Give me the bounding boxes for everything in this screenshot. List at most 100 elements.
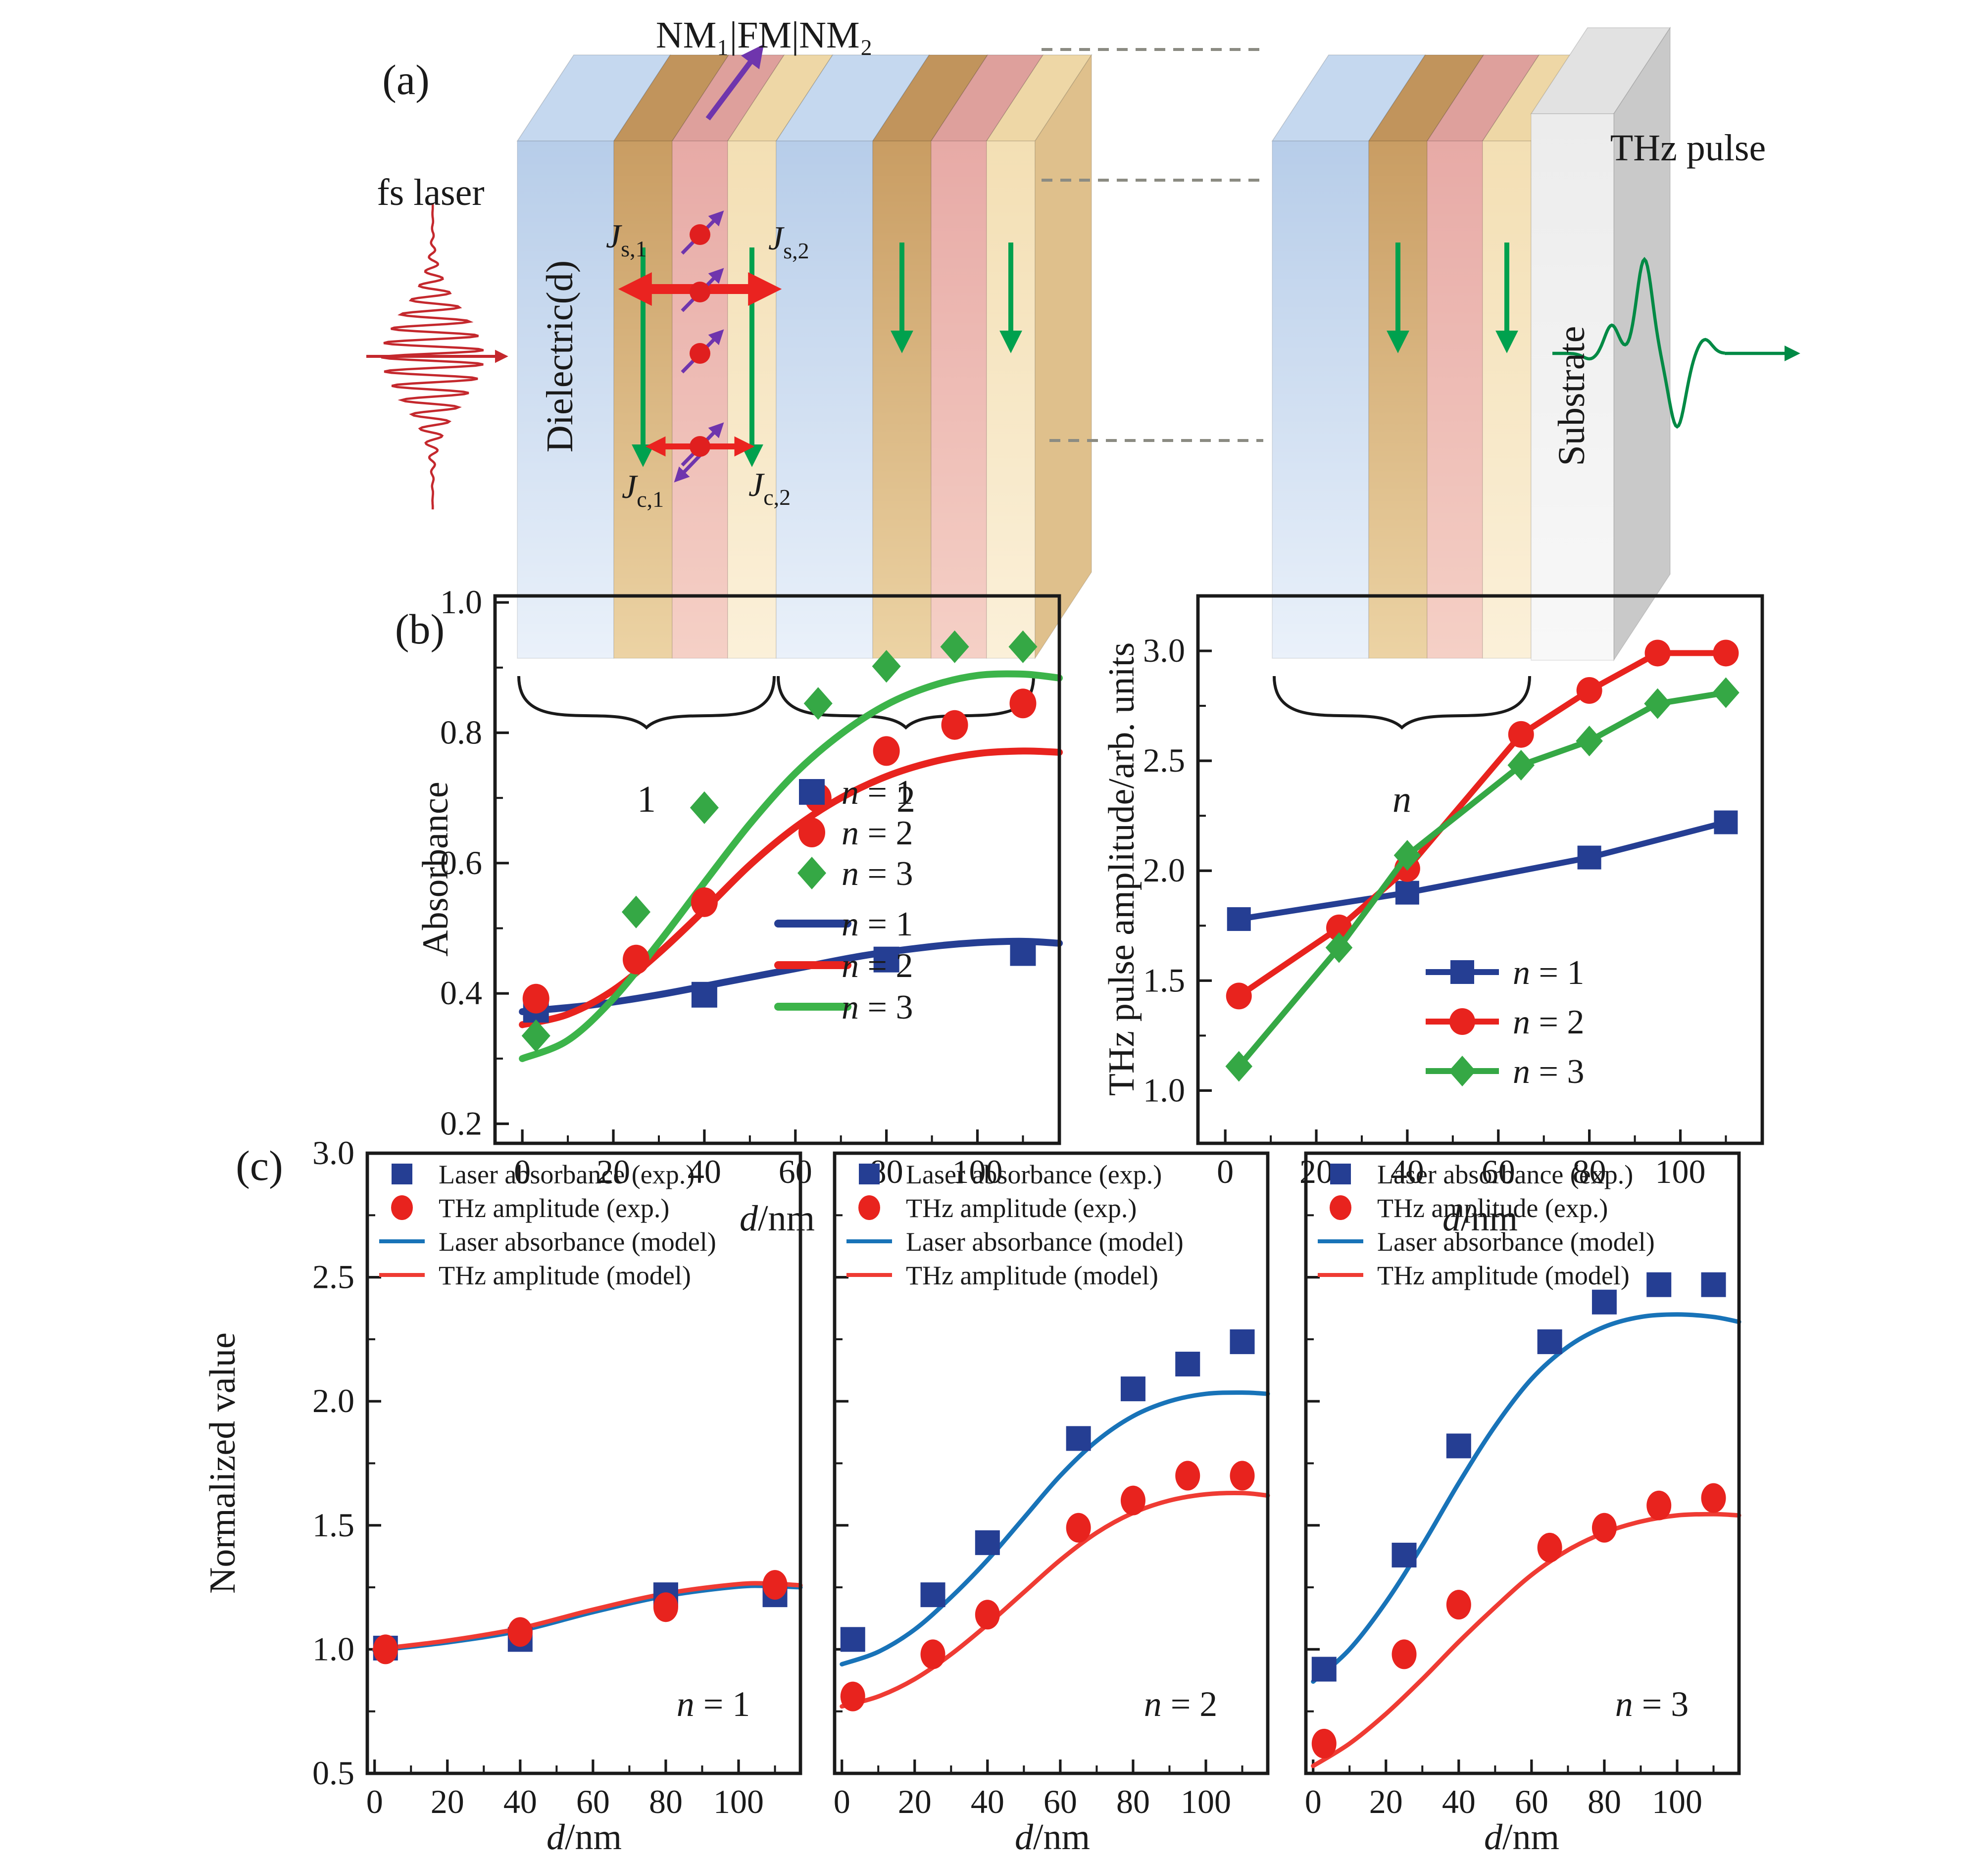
c2-xlabel: d/nm [1015, 1817, 1090, 1858]
marker-circle [1449, 1008, 1475, 1035]
layer-tan-front [872, 141, 932, 659]
layer-pink-front [931, 141, 987, 659]
marker-square [1330, 1164, 1351, 1184]
x-tick-label: 20 [1369, 1783, 1403, 1820]
legend: n = 1 n = 2 n = 3 [1426, 954, 1584, 1091]
substrate-front [1531, 113, 1614, 661]
unit-label-n: n [1392, 779, 1411, 820]
x-tick-label: 80 [649, 1783, 683, 1820]
x-tick-label: 100 [1181, 1783, 1231, 1820]
marker-circle [373, 1634, 398, 1664]
layer-blue-front [1272, 141, 1369, 659]
x-tick-label: 100 [713, 1783, 764, 1820]
layer-stack [366, 26, 1800, 730]
layer-pink-front [1427, 141, 1483, 659]
marker-square [873, 946, 899, 973]
marker-square [1392, 1542, 1417, 1567]
marker-circle [507, 1617, 533, 1647]
marker-circle [840, 1681, 865, 1712]
marker-square [1120, 1376, 1145, 1402]
marker-circle [1009, 688, 1037, 719]
marker-diamond [1507, 750, 1535, 781]
schematic-panel-a: (a) NM₁|FM|NM₂ fs laser Dielectric(d) Su… [366, 14, 1800, 820]
marker-square [1701, 1272, 1726, 1297]
x-tick-label: 60 [1515, 1783, 1548, 1820]
marker-circle [1230, 1461, 1255, 1491]
data-line [1238, 819, 1727, 922]
marker-diamond [872, 650, 901, 683]
plot-border [365, 1151, 802, 1775]
legend-label: n = 1 [842, 774, 913, 812]
legend-label: Laser absorbance (model) [439, 1227, 716, 1257]
electron-dot [690, 343, 710, 364]
marker-square [1066, 1426, 1091, 1451]
marker-square [1230, 1329, 1255, 1354]
marker-circle [1392, 1639, 1417, 1669]
layer-cream-side [1035, 53, 1092, 660]
marker-circle [1311, 1728, 1337, 1759]
marker-circle [1508, 721, 1534, 748]
legend-label: n = 2 [842, 947, 913, 985]
y-tick-label: 0.8 [440, 714, 482, 751]
legend-label: n = 2 [1513, 1003, 1584, 1041]
y-tick-label: 2.5 [312, 1258, 354, 1296]
x-tick-label: 20 [898, 1783, 932, 1820]
marker-square [1175, 1352, 1200, 1377]
y-tick-label: 0.6 [440, 844, 482, 881]
legend-label: THz amplitude (exp.) [439, 1193, 669, 1223]
marker-circle [1537, 1532, 1562, 1563]
marker-circle [1330, 1195, 1351, 1220]
legend-label: n = 1 [842, 905, 913, 943]
legend-label: n = 3 [1513, 1053, 1584, 1091]
marker-square [1537, 1329, 1562, 1354]
b1-xlabel: d/nm [740, 1198, 815, 1239]
legend-label: n = 3 [842, 855, 913, 893]
x-tick-label: 60 [779, 1153, 812, 1190]
jc2-label: Jc,2 [748, 466, 791, 510]
marker-diamond [1448, 1056, 1476, 1086]
marker-circle [1576, 677, 1602, 704]
marker-diamond [621, 895, 651, 929]
unit-label-2: 2 [896, 779, 915, 820]
legend-label: Laser absorbance (exp.) [1377, 1160, 1633, 1189]
series [1311, 1272, 1741, 1768]
x-tick-label: 40 [503, 1783, 537, 1820]
chart-normalized-n1: 0 20 40 60 80 100 0.5 1.0 1.5 2.0 2.5 3.0 Laser abso… [312, 1134, 803, 1820]
marker-square [1577, 845, 1601, 870]
c1-xlabel: d/nm [547, 1817, 622, 1858]
marker-circle [1120, 1485, 1145, 1516]
x-tick-label: 60 [1482, 1153, 1515, 1190]
plot-border [1196, 594, 1764, 1145]
model-line [519, 937, 1063, 1016]
model-line [840, 1490, 1270, 1709]
legend-label: n = 1 [1513, 954, 1584, 992]
model-line [840, 1390, 1270, 1666]
b1-ylabel: Absorbance [415, 782, 456, 956]
legend: Laser absorbance (exp.) THz amplitude (ex… [846, 1160, 1184, 1290]
marker-diamond [1393, 840, 1421, 871]
model-line [519, 747, 1063, 1028]
y-tick-label: 2.0 [312, 1382, 354, 1419]
marker-circle [1646, 1490, 1672, 1520]
x-tick-label: 40 [1442, 1783, 1476, 1820]
marker-diamond [521, 1019, 550, 1052]
corner-label: n = 1 [677, 1684, 750, 1724]
legend-label: THz amplitude (model) [1377, 1261, 1630, 1290]
legend: n = 1n = 2n = 3n = 1n = 2n = 3 [774, 774, 913, 1027]
x-tick-label: 60 [1044, 1783, 1077, 1820]
y-tick-label: 1.5 [1143, 961, 1185, 999]
layer-tan-front [1368, 141, 1428, 659]
x-tick-label: 100 [1655, 1153, 1706, 1190]
marker-square [799, 779, 825, 805]
x-tick-label: 60 [576, 1783, 610, 1820]
corner-label: n = 2 [1144, 1684, 1218, 1724]
x-tick-label: 0 [1217, 1153, 1234, 1190]
marker-square [920, 1582, 945, 1608]
marker-circle [1701, 1483, 1726, 1513]
y-tick-label: 1.5 [312, 1506, 354, 1544]
marker-square [1591, 1289, 1617, 1315]
marker-circle [653, 1592, 678, 1622]
series [840, 1329, 1270, 1712]
thz-wave [1552, 257, 1725, 429]
